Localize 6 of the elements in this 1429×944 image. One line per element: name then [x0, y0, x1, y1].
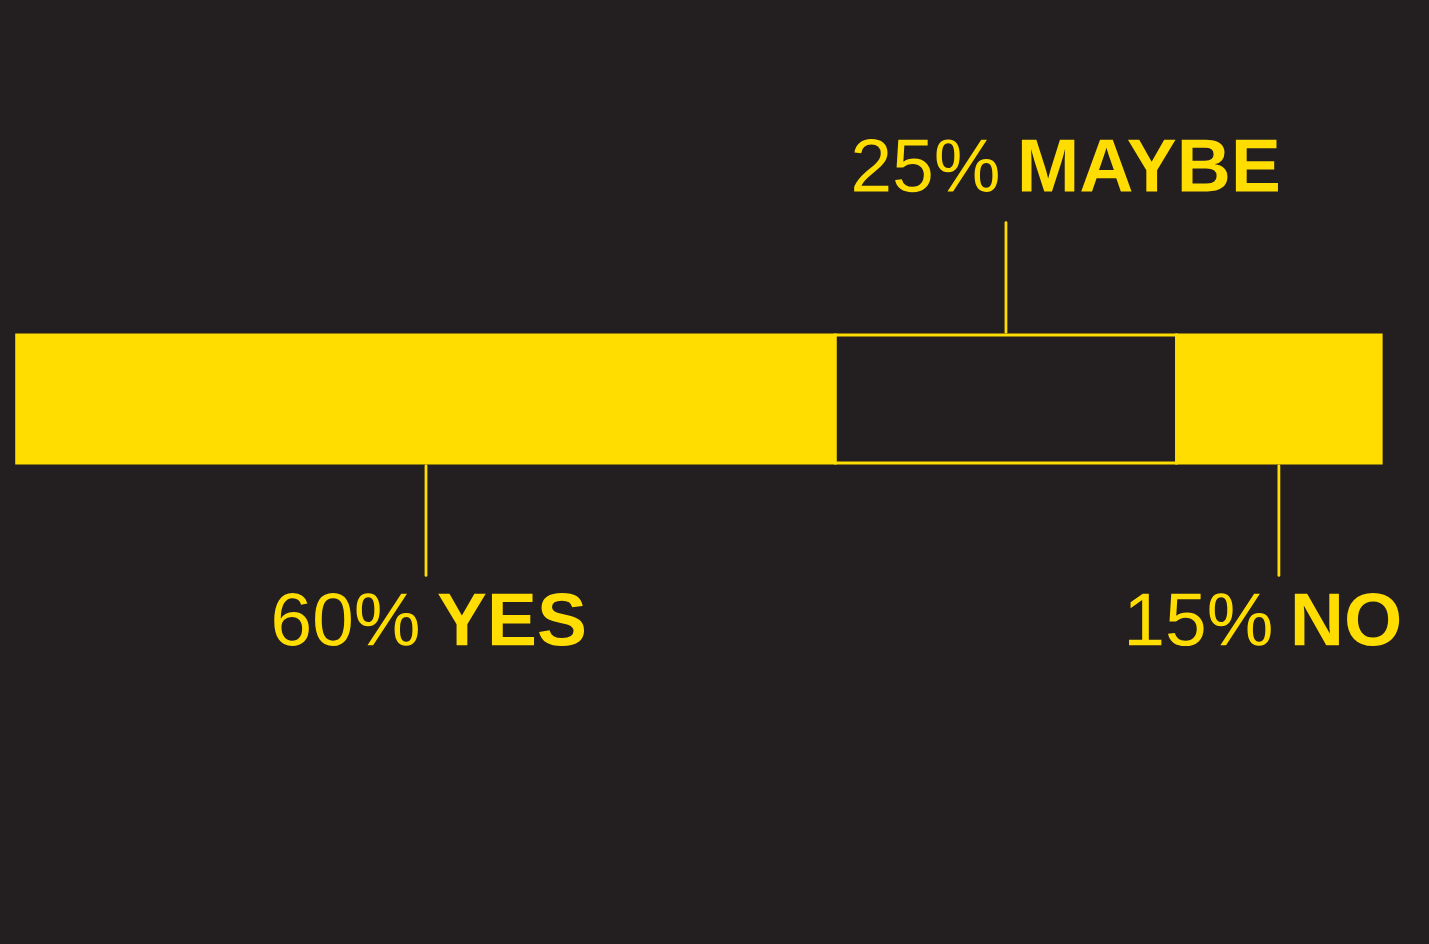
data-label: 60% — [274, 592, 418, 647]
series-label: MAYBE — [1021, 139, 1278, 192]
data-label: 15% — [1129, 593, 1271, 647]
data-label: 25% — [854, 139, 998, 193]
series-label: NO — [1294, 592, 1400, 647]
series-label: YES — [438, 592, 585, 647]
